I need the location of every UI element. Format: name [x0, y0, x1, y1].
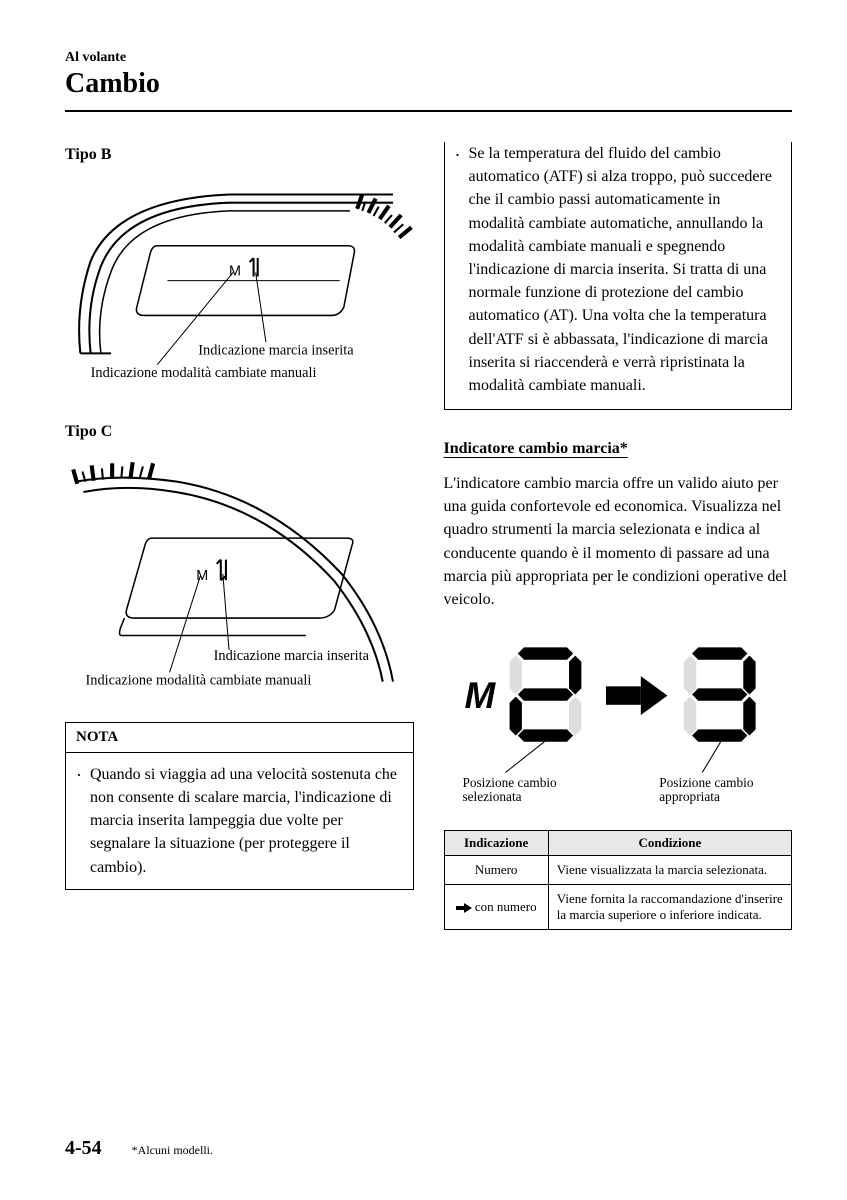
table-cell-indication: con numero [444, 885, 548, 930]
subsection-title: Indicatore cambio marcia* [444, 440, 793, 458]
table-header-indication: Indicazione [444, 831, 548, 856]
left-column: Tipo B [65, 142, 414, 930]
callout-mode-b: Indicazione modalità cambiate manuali [91, 365, 317, 381]
diagram-type-c: M Indicazione marcia inserita Indicazion… [65, 451, 414, 702]
gear-shift-diagram: M [444, 631, 793, 810]
gear-shift-svg: M [444, 631, 793, 805]
table-cell-indication-text: con numero [472, 899, 537, 914]
m-indicator-b: M [229, 263, 241, 279]
indication-table: Indicazione Condizione Numero Viene visu… [444, 830, 793, 930]
table-row: Numero Viene visualizzata la marcia sele… [444, 856, 792, 885]
nota-box: NOTA Quando si viaggia ad una velocità s… [65, 722, 414, 890]
diagram-type-b: M Indicazione marcia inserita Indicazion… [65, 174, 414, 415]
gear-label-right-2: appropriata [659, 789, 720, 804]
type-c-heading: Tipo C [65, 423, 414, 441]
gear-label-right-1: Posizione cambio [659, 775, 754, 790]
cluster-diagram-c: M Indicazione marcia inserita Indicazion… [65, 451, 414, 697]
callout-gear-b: Indicazione marcia inserita [198, 342, 354, 358]
section-title: Cambio [65, 68, 792, 100]
right-column: Se la temperatura del fluido del cambio … [444, 142, 793, 930]
page-header: Al volante Cambio [65, 50, 792, 112]
nota-body: Quando si viaggia ad una velocità sosten… [66, 753, 413, 889]
chapter-label: Al volante [65, 50, 792, 66]
cluster-diagram-b: M Indicazione marcia inserita Indicazion… [65, 174, 414, 410]
digit-from [509, 648, 581, 742]
table-cell-condition: Viene visualizzata la marcia selezionata… [548, 856, 791, 885]
table-cell-condition: Viene fornita la raccomandazione d'inser… [548, 885, 791, 930]
table-row: con numero Viene fornita la raccomandazi… [444, 885, 792, 930]
page-number: 4-54 [65, 1137, 102, 1160]
gear-label-left-2: selezionata [462, 789, 521, 804]
header-rule [65, 110, 792, 112]
table-header-condition: Condizione [548, 831, 791, 856]
table-cell-indication: Numero [444, 856, 548, 885]
info-box: Se la temperatura del fluido del cambio … [444, 142, 793, 410]
info-box-text: Se la temperatura del fluido del cambio … [469, 145, 772, 394]
type-b-heading: Tipo B [65, 146, 414, 164]
content-columns: Tipo B [65, 142, 792, 930]
callout-gear-c: Indicazione marcia inserita [214, 648, 370, 664]
footnote: *Alcuni modelli. [132, 1143, 213, 1158]
gear-label-left-1: Posizione cambio [462, 775, 557, 790]
gear-m-label: M [464, 675, 496, 716]
nota-title: NOTA [66, 723, 413, 753]
arrow-right-icon [456, 903, 472, 913]
arrow-icon [605, 676, 667, 715]
callout-mode-c: Indicazione modalità cambiate manuali [86, 672, 312, 688]
digit-to [683, 648, 755, 742]
page-footer: 4-54 *Alcuni modelli. [65, 1137, 792, 1160]
subsection-body: L'indicatore cambio marcia offre un vali… [444, 472, 793, 611]
